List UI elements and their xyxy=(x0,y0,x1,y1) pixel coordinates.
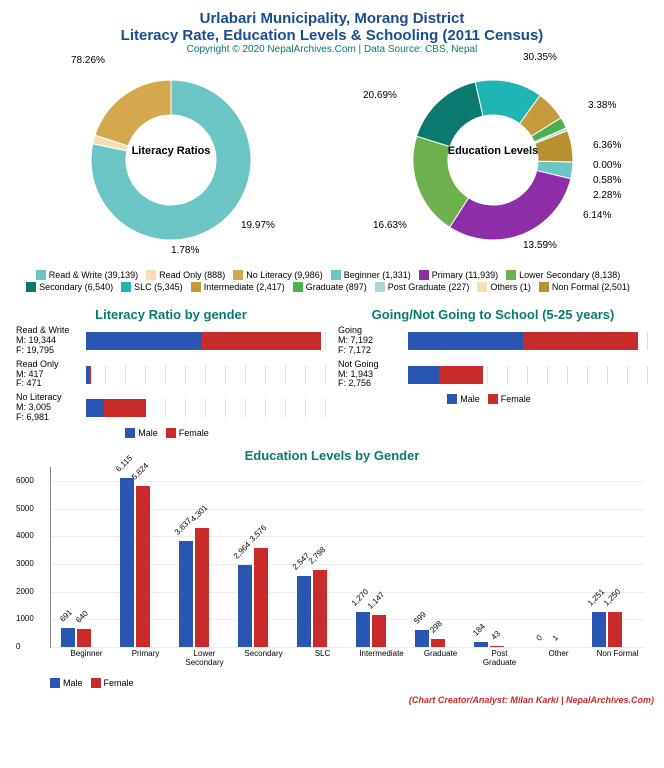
donut-legend: Read & Write (39,139)Read Only (888)No L… xyxy=(10,270,654,294)
education-donut: Education Levels 30.35%20.69%3.38%6.36%0… xyxy=(363,60,623,265)
schooling-legend: MaleFemale xyxy=(338,394,648,406)
edu-gender-title: Education Levels by Gender xyxy=(10,448,654,463)
schooling-title: Going/Not Going to School (5-25 years) xyxy=(338,307,648,322)
sub-title: Literacy Rate, Education Levels & School… xyxy=(10,27,654,44)
literacy-gender-legend: MaleFemale xyxy=(16,428,326,440)
main-title: Urlabari Municipality, Morang District xyxy=(10,10,654,27)
credit: (Chart Creator/Analyst: Milan Karki | Ne… xyxy=(10,695,654,705)
literacy-gender-title: Literacy Ratio by gender xyxy=(16,307,326,322)
edu-gender-legend: MaleFemale xyxy=(50,678,654,690)
edu-gender-chart: 0100020003000400050006000691640Beginner6… xyxy=(50,467,644,648)
edu-donut-center: Education Levels xyxy=(363,145,623,157)
literacy-donut: Literacy Ratios 78.26%19.97%1.78% xyxy=(41,60,301,265)
schooling-chart: GoingM: 7,192F: 7,172Not GoingM: 1,943F:… xyxy=(338,326,648,389)
literacy-donut-center: Literacy Ratios xyxy=(41,145,301,157)
literacy-gender-chart: Read & WriteM: 19,344F: 19,795Read OnlyM… xyxy=(16,326,326,423)
copyright: Copyright © 2020 NepalArchives.Com | Dat… xyxy=(10,44,654,55)
